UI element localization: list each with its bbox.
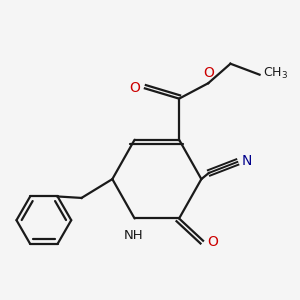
Text: O: O [207,236,218,249]
Text: N: N [242,154,253,168]
Text: O: O [203,66,214,80]
Text: NH: NH [124,229,144,242]
Text: O: O [130,81,140,95]
Text: CH$_3$: CH$_3$ [263,65,288,80]
